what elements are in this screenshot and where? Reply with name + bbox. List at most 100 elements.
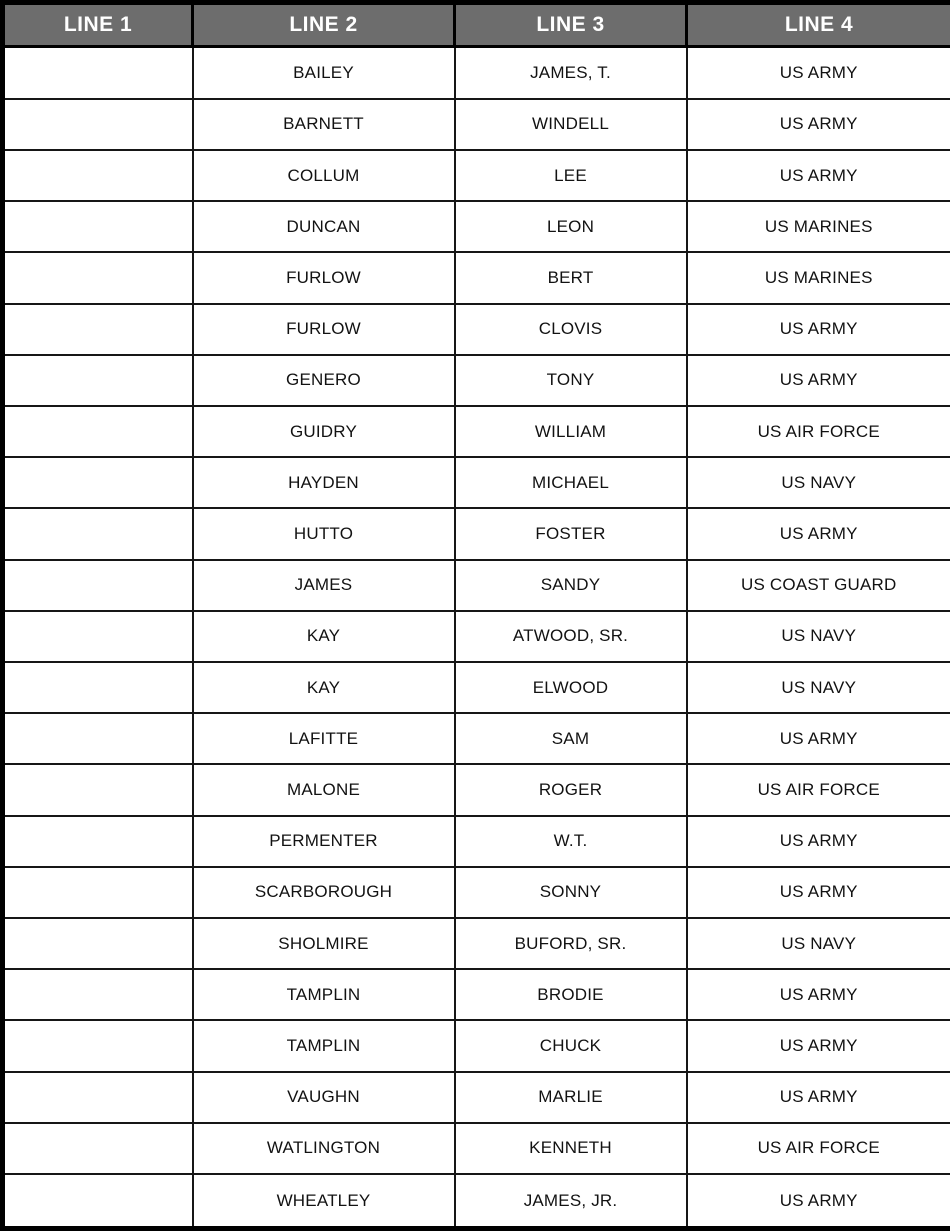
cell-line1 [1, 1070, 194, 1124]
cell-line1 [1, 814, 194, 868]
cell-line2: WHEATLEY [191, 1173, 456, 1230]
table-row: JAMES SANDY US COAST GUARD [1, 558, 950, 612]
cell-line4: US NAVY [685, 917, 950, 971]
cell-line3: CLOVIS [453, 302, 688, 356]
table-row: HUTTO FOSTER US ARMY [1, 507, 950, 561]
cell-line3: KENNETH [453, 1121, 688, 1176]
cell-line2: TAMPLIN [191, 1019, 456, 1073]
cell-line4: US ARMY [685, 507, 950, 561]
cell-line1 [1, 865, 194, 920]
cell-line4: US ARMY [685, 968, 950, 1022]
cell-line3: BRODIE [453, 968, 688, 1022]
cell-line1 [1, 507, 194, 561]
cell-line4: US ARMY [685, 712, 950, 766]
column-header-line2: LINE 2 [191, 1, 456, 48]
table-row: TAMPLIN CHUCK US ARMY [1, 1019, 950, 1073]
cell-line1 [1, 45, 194, 100]
cell-line4: US ARMY [685, 45, 950, 100]
cell-line1 [1, 660, 194, 715]
table-row: GENERO TONY US ARMY [1, 353, 950, 407]
cell-line2: PERMENTER [191, 814, 456, 868]
cell-line4: US AIR FORCE [685, 404, 950, 459]
cell-line3: MICHAEL [453, 456, 688, 510]
cell-line1 [1, 97, 194, 151]
cell-line2: FURLOW [191, 302, 456, 356]
table-row: LAFITTE SAM US ARMY [1, 712, 950, 766]
column-header-line1: LINE 1 [1, 1, 194, 48]
cell-line4: US COAST GUARD [685, 558, 950, 612]
cell-line3: BUFORD, SR. [453, 917, 688, 971]
cell-line3: LEE [453, 148, 688, 203]
cell-line1 [1, 609, 194, 664]
cell-line3: SAM [453, 712, 688, 766]
table-row: GUIDRY WILLIAM US AIR FORCE [1, 404, 950, 459]
cell-line3: CHUCK [453, 1019, 688, 1073]
cell-line2: VAUGHN [191, 1070, 456, 1124]
table-row: FURLOW CLOVIS US ARMY [1, 302, 950, 356]
cell-line1 [1, 148, 194, 203]
cell-line4: US NAVY [685, 660, 950, 715]
cell-line1 [1, 763, 194, 817]
cell-line2: KAY [191, 609, 456, 664]
table-body: BAILEY JAMES, T. US ARMY BARNETT WINDELL… [1, 45, 950, 1230]
cell-line3: TONY [453, 353, 688, 407]
table-header-row: LINE 1 LINE 2 LINE 3 LINE 4 [1, 1, 950, 48]
cell-line1 [1, 1019, 194, 1073]
cell-line2: GUIDRY [191, 404, 456, 459]
cell-line1 [1, 1173, 194, 1230]
cell-line2: BAILEY [191, 45, 456, 100]
cell-line1 [1, 456, 194, 510]
cell-line2: LAFITTE [191, 712, 456, 766]
cell-line3: JAMES, T. [453, 45, 688, 100]
cell-line2: SCARBOROUGH [191, 865, 456, 920]
cell-line3: ELWOOD [453, 660, 688, 715]
table-row: TAMPLIN BRODIE US ARMY [1, 968, 950, 1022]
cell-line4: US ARMY [685, 1173, 950, 1230]
cell-line4: US MARINES [685, 251, 950, 305]
table-row: HAYDEN MICHAEL US NAVY [1, 456, 950, 510]
cell-line2: JAMES [191, 558, 456, 612]
cell-line1 [1, 302, 194, 356]
cell-line1 [1, 558, 194, 612]
cell-line4: US ARMY [685, 302, 950, 356]
cell-line1 [1, 712, 194, 766]
cell-line2: WATLINGTON [191, 1121, 456, 1176]
table-row: SHOLMIRE BUFORD, SR. US NAVY [1, 917, 950, 971]
cell-line1 [1, 968, 194, 1022]
cell-line3: JAMES, JR. [453, 1173, 688, 1230]
cell-line3: W.T. [453, 814, 688, 868]
cell-line3: LEON [453, 200, 688, 254]
cell-line3: SONNY [453, 865, 688, 920]
cell-line2: SHOLMIRE [191, 917, 456, 971]
column-header-line4: LINE 4 [685, 1, 950, 48]
cell-line4: US ARMY [685, 148, 950, 203]
cell-line3: ROGER [453, 763, 688, 817]
table-row: MALONE ROGER US AIR FORCE [1, 763, 950, 817]
cell-line3: MARLIE [453, 1070, 688, 1124]
table-row: BARNETT WINDELL US ARMY [1, 97, 950, 151]
cell-line2: MALONE [191, 763, 456, 817]
cell-line2: DUNCAN [191, 200, 456, 254]
cell-line1 [1, 251, 194, 305]
column-header-line3: LINE 3 [453, 1, 688, 48]
cell-line4: US AIR FORCE [685, 1121, 950, 1176]
table-row: VAUGHN MARLIE US ARMY [1, 1070, 950, 1124]
cell-line3: ATWOOD, SR. [453, 609, 688, 664]
cell-line1 [1, 917, 194, 971]
table-row: WATLINGTON KENNETH US AIR FORCE [1, 1121, 950, 1176]
cell-line1 [1, 200, 194, 254]
cell-line3: BERT [453, 251, 688, 305]
cell-line2: HUTTO [191, 507, 456, 561]
cell-line2: BARNETT [191, 97, 456, 151]
cell-line1 [1, 353, 194, 407]
cell-line3: WILLIAM [453, 404, 688, 459]
table-row: COLLUM LEE US ARMY [1, 148, 950, 203]
cell-line4: US ARMY [685, 1070, 950, 1124]
table-row: WHEATLEY JAMES, JR. US ARMY [1, 1173, 950, 1230]
cell-line4: US NAVY [685, 456, 950, 510]
table-row: KAY ATWOOD, SR. US NAVY [1, 609, 950, 664]
cell-line4: US ARMY [685, 1019, 950, 1073]
cell-line3: FOSTER [453, 507, 688, 561]
